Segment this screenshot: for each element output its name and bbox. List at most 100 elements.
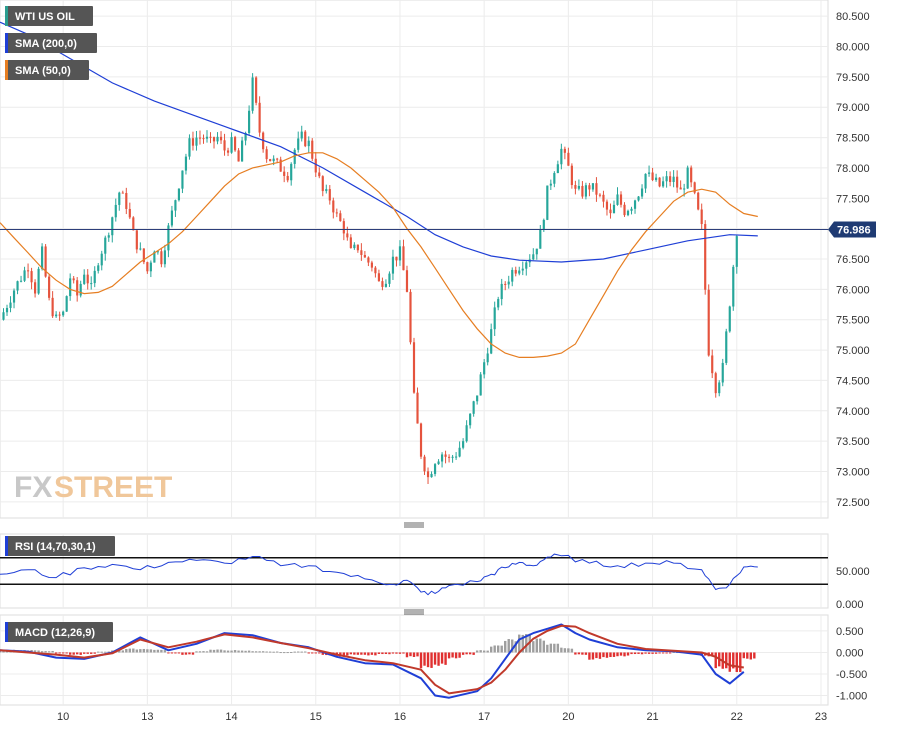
macd-histogram-bar xyxy=(307,652,310,654)
candle xyxy=(48,274,51,301)
candle xyxy=(293,148,296,169)
x-tick-label: 22 xyxy=(731,711,743,723)
price-rsi-splitter[interactable] xyxy=(404,522,424,528)
candle xyxy=(704,220,707,295)
candle xyxy=(483,359,486,379)
macd-histogram-bar xyxy=(286,652,289,654)
macd-histogram-bar xyxy=(216,649,219,653)
price-y-tick-label: 79.000 xyxy=(836,102,870,114)
macd-histogram-bar xyxy=(514,641,517,653)
candle xyxy=(325,184,328,194)
macd-histogram-bar xyxy=(61,652,65,654)
candle xyxy=(472,400,475,417)
candle xyxy=(402,239,405,271)
macd-histogram-bar xyxy=(251,651,254,653)
candle xyxy=(332,197,335,219)
candle xyxy=(423,454,426,475)
macd-histogram-bar xyxy=(132,648,135,653)
macd-histogram-bar xyxy=(261,651,265,653)
legend-sma50[interactable]: SMA (50,0) xyxy=(5,60,89,80)
macd-histogram-bar xyxy=(233,650,237,653)
macd-histogram-bar xyxy=(353,652,356,655)
candle xyxy=(184,153,188,175)
candle xyxy=(33,279,37,298)
price-y-tick-label: 73.500 xyxy=(836,436,870,448)
candle xyxy=(297,131,300,153)
candle xyxy=(86,269,89,290)
candle xyxy=(191,131,195,151)
candle xyxy=(560,143,563,170)
candle xyxy=(104,235,107,261)
candle xyxy=(205,130,209,143)
candle xyxy=(412,337,416,394)
macd-histogram-bar xyxy=(247,650,251,653)
macd-histogram-bar xyxy=(0,650,2,653)
candle xyxy=(219,131,223,144)
macd-histogram-bar xyxy=(511,639,514,653)
macd-histogram-bar xyxy=(584,652,588,655)
macd-histogram-bar xyxy=(318,652,321,654)
rsi-plot xyxy=(0,553,828,596)
candle xyxy=(633,199,637,214)
candle xyxy=(437,459,440,465)
candle xyxy=(588,182,591,197)
macd-histogram-bar xyxy=(174,652,177,654)
candle xyxy=(83,269,86,285)
watermark-street: STREET xyxy=(54,471,172,504)
legend-macd[interactable]: MACD (12,26,9) xyxy=(5,622,113,642)
candle xyxy=(458,441,461,458)
candle xyxy=(125,187,128,215)
macd-histogram-bar xyxy=(367,652,370,656)
macd-histogram-bar xyxy=(430,652,433,668)
candle xyxy=(307,136,310,154)
macd-histogram-bar xyxy=(732,652,735,669)
macd-histogram-bar xyxy=(500,645,503,653)
macd-histogram-bar xyxy=(626,652,630,656)
macd-histogram-bar xyxy=(37,650,40,653)
x-tick-label: 17 xyxy=(478,711,490,723)
macd-histogram-bar xyxy=(163,650,167,653)
candle xyxy=(623,202,626,217)
macd-histogram-bar xyxy=(65,652,68,654)
candle xyxy=(690,165,693,188)
candle xyxy=(107,232,110,242)
legends[interactable]: WTI US OIL SMA (200,0) SMA (50,0) RSI (14,7… xyxy=(5,6,115,642)
candle xyxy=(304,130,307,148)
candle xyxy=(553,171,556,188)
rsi-macd-splitter[interactable] xyxy=(404,609,424,615)
macd-histogram-bar xyxy=(86,652,89,654)
candle xyxy=(486,347,489,366)
macd-histogram-bar xyxy=(507,639,510,653)
candle xyxy=(223,133,226,156)
candle xyxy=(556,160,559,174)
price-y-tick-label: 76.500 xyxy=(836,254,870,266)
macd-histogram-bar xyxy=(630,652,633,655)
macd-histogram-bar xyxy=(665,652,668,654)
legend-sma200[interactable]: SMA (200,0) xyxy=(5,33,97,53)
macd-histogram-bar xyxy=(202,651,205,653)
legend-sma50-label: SMA (50,0) xyxy=(15,65,71,77)
macd-histogram-bar xyxy=(198,651,202,653)
macd-histogram-bar xyxy=(391,652,395,654)
candle xyxy=(697,191,700,211)
macd-histogram-bar xyxy=(588,652,591,660)
candle xyxy=(609,203,612,219)
candle xyxy=(5,304,9,316)
candle xyxy=(97,262,100,274)
candle xyxy=(311,138,314,162)
macd-histogram-bar xyxy=(51,650,54,653)
macd-histogram-bar xyxy=(461,652,465,655)
macd-histogram-bar xyxy=(209,649,212,653)
axes: 10 13 14 15 16 17 20 21 22 23 72.500 73.000 73.500 74… xyxy=(57,11,876,723)
legend-wti[interactable]: WTI US OIL xyxy=(5,6,93,26)
macd-histogram-bar xyxy=(311,652,314,654)
macd-histogram-bar xyxy=(465,652,468,655)
macd-histogram-bar xyxy=(244,650,247,653)
macd-histogram-bar xyxy=(640,652,644,655)
candle xyxy=(433,463,437,477)
candle xyxy=(497,296,500,311)
candle xyxy=(616,187,619,206)
legend-macd-label: MACD (12,26,9) xyxy=(15,627,95,639)
legend-rsi[interactable]: RSI (14,70,30,1) xyxy=(5,536,115,556)
macd-histogram-bar xyxy=(482,650,486,653)
